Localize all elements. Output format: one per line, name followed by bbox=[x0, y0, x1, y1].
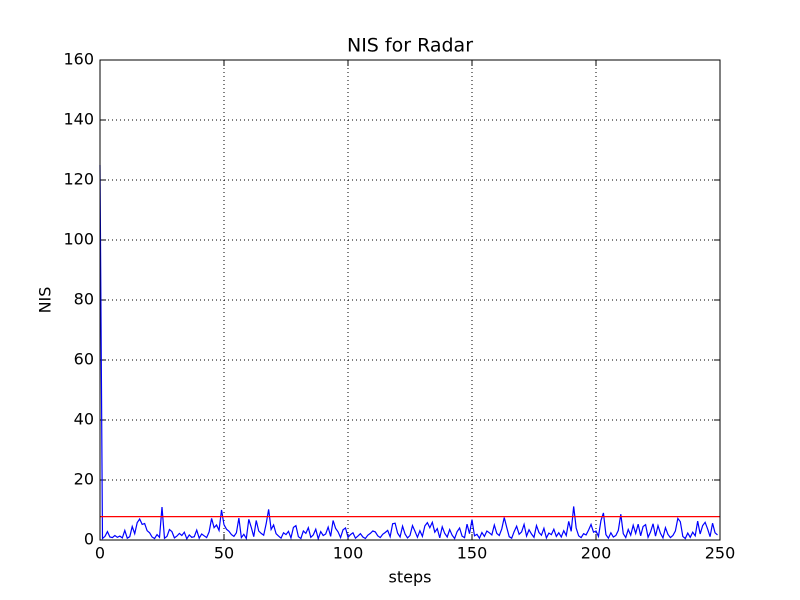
x-tick-label: 150 bbox=[457, 544, 488, 563]
x-tick-label: 250 bbox=[705, 544, 736, 563]
data-line bbox=[99, 164, 718, 541]
y-tick-label: 20 bbox=[74, 470, 94, 489]
y-tick-label: 100 bbox=[63, 230, 94, 249]
y-tick-label: 80 bbox=[74, 290, 94, 309]
x-axis-label: steps bbox=[389, 568, 432, 587]
y-tick-label: 160 bbox=[63, 50, 94, 69]
chart-title: NIS for Radar bbox=[347, 35, 473, 57]
y-tick-label: 60 bbox=[74, 350, 94, 369]
x-tick-label: 50 bbox=[214, 544, 234, 563]
plot-frame bbox=[99, 59, 721, 541]
y-axis-label: NIS bbox=[36, 287, 55, 314]
x-tick-label: 100 bbox=[333, 544, 364, 563]
x-tick-label: 200 bbox=[581, 544, 612, 563]
x-tick-label: 0 bbox=[95, 544, 105, 563]
y-tick-label: 140 bbox=[63, 110, 94, 129]
y-tick-label: 0 bbox=[84, 530, 94, 549]
y-tick-label: 40 bbox=[74, 410, 94, 429]
y-tick-label: 120 bbox=[63, 170, 94, 189]
